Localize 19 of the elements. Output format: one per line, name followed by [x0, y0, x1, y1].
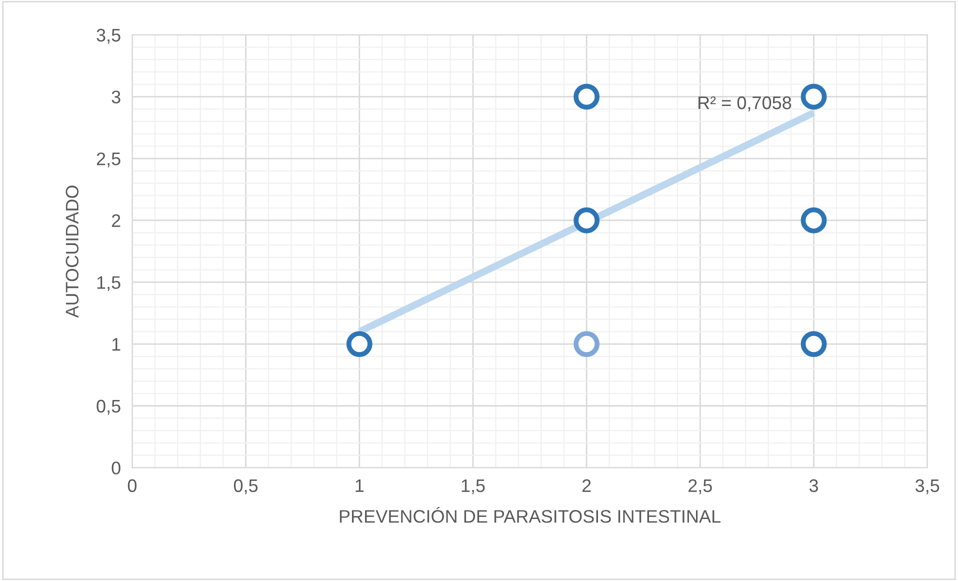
x-tick-label: 3,5 — [915, 479, 940, 494]
y-tick-label: 3 — [112, 90, 120, 104]
y-tick-label: 0,5 — [96, 400, 120, 415]
x-tick-label: 2 — [582, 479, 591, 492]
x-tick-label: 2,5 — [688, 479, 712, 494]
x-tick-label: 0 — [128, 479, 137, 492]
y-tick-label: 1 — [112, 338, 120, 351]
x-tick-label: 3 — [809, 479, 818, 492]
y-axis-title: AUTOCUIDADO — [66, 186, 79, 318]
x-tick-label: 1 — [356, 479, 364, 492]
y-tick-label: 2 — [112, 214, 120, 227]
y-tick-label: 0 — [112, 462, 120, 474]
y-tick-label: 1,5 — [97, 276, 120, 292]
y-tick-label: 2,5 — [96, 152, 120, 168]
annotation: R² = 0,7058 — [698, 96, 792, 112]
x-axis-title: PREVENCIÓN DE PARASITOSIS INTESTINAL — [340, 506, 720, 523]
y-tick-label: 3,5 — [96, 28, 120, 44]
x-tick-label: 1,5 — [462, 479, 485, 494]
x-tick-label: 0,5 — [234, 479, 258, 494]
